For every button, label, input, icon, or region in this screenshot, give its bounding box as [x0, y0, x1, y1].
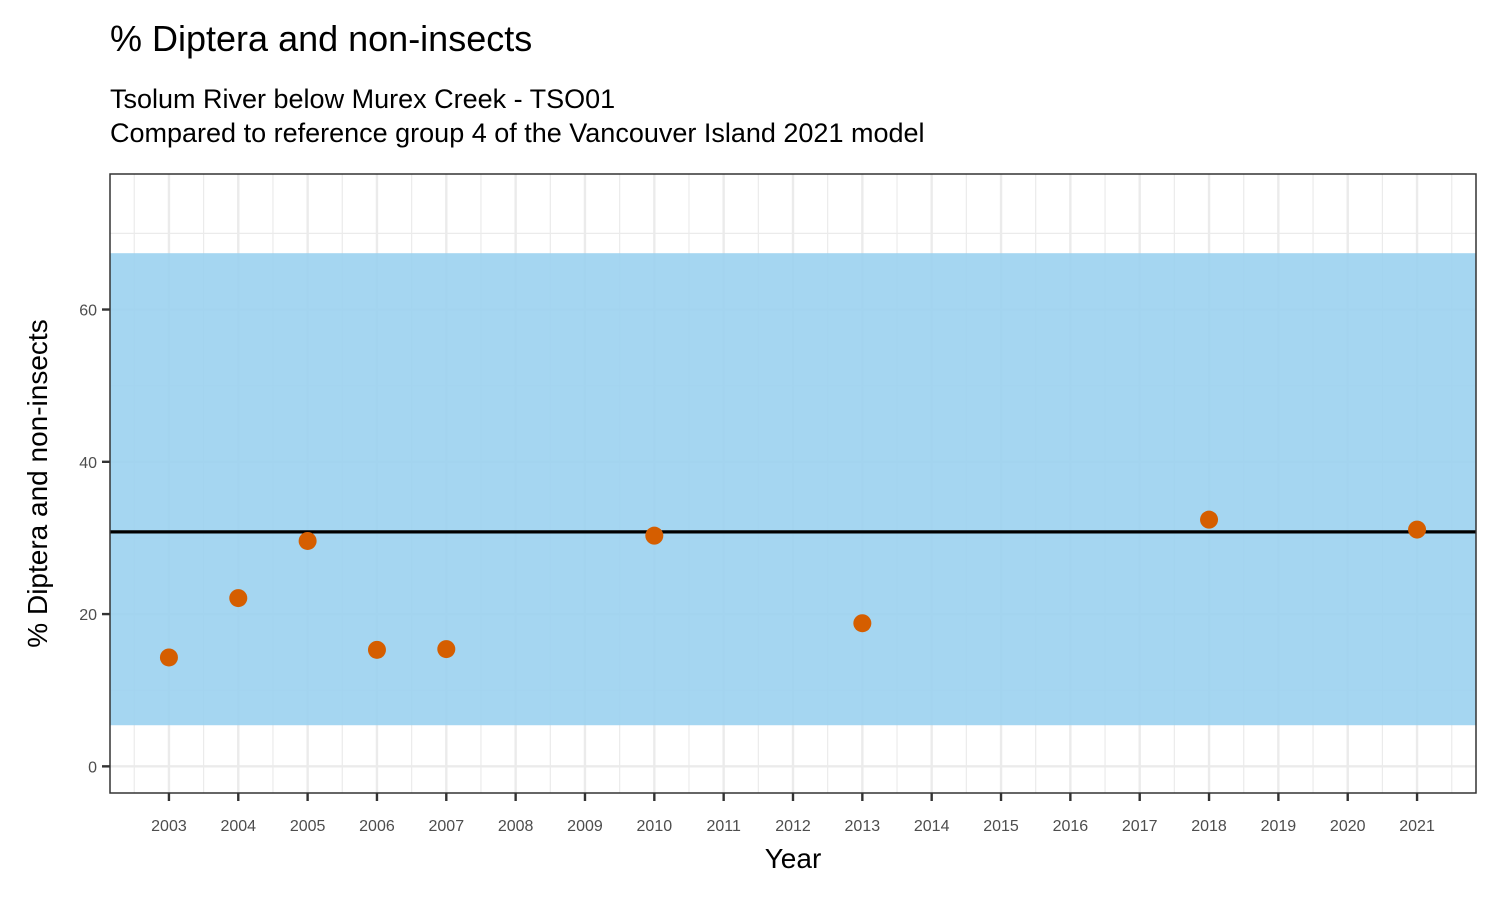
- x-tick-label: 2017: [1122, 818, 1158, 835]
- reference-band-layer: [110, 253, 1476, 726]
- data-point: [1200, 510, 1219, 529]
- x-tick-label: 2020: [1330, 818, 1366, 835]
- x-tick-label: 2006: [359, 818, 395, 835]
- subtitle-line-site: Tsolum River below Murex Creek - TSO01: [110, 84, 616, 114]
- x-tick-label: 2012: [775, 818, 811, 835]
- axes: 0 20 40 60 2003 2004 2005 2006 2007 2008 2009 2010 2…: [79, 303, 1435, 835]
- data-point: [229, 589, 248, 608]
- x-tick-label: 2007: [429, 818, 465, 835]
- data-point: [437, 640, 456, 659]
- reference-band: [110, 253, 1476, 726]
- x-tick-label: 2019: [1261, 818, 1297, 835]
- chart-subtitle: Tsolum River below Murex Creek - TSO01 C…: [110, 82, 925, 150]
- x-tick-label: 2018: [1191, 818, 1227, 835]
- x-tick-label: 2016: [1053, 818, 1089, 835]
- x-tick-label: 2014: [914, 818, 950, 835]
- x-tick-label: 2013: [845, 818, 881, 835]
- x-tick-label: 2004: [220, 818, 256, 835]
- x-tick-label: 2009: [567, 818, 603, 835]
- x-tick-label: 2021: [1399, 818, 1435, 835]
- data-point: [367, 640, 386, 659]
- y-tick-label: 60: [79, 303, 97, 320]
- x-tick-label: 2011: [706, 818, 741, 835]
- x-axis-title: Year: [765, 843, 822, 874]
- x-tick-label: 2008: [498, 818, 534, 835]
- data-point: [853, 614, 872, 633]
- x-tick-label: 2010: [637, 818, 673, 835]
- data-points: [159, 510, 1427, 667]
- x-tick-label: 2003: [151, 818, 187, 835]
- y-tick-label: 40: [79, 455, 97, 472]
- subtitle-line-model: Compared to reference group 4 of the Van…: [110, 118, 925, 148]
- y-axis-title: % Diptera and non-insects: [22, 319, 53, 647]
- y-tick-label: 20: [79, 607, 97, 624]
- y-tick-label: 0: [88, 759, 97, 776]
- x-tick-label: 2005: [290, 818, 326, 835]
- data-point: [159, 648, 178, 667]
- data-point: [645, 526, 664, 545]
- x-tick-label: 2015: [983, 818, 1019, 835]
- data-point: [1408, 520, 1427, 539]
- chart-title: % Diptera and non-insects: [110, 18, 533, 59]
- data-point: [298, 531, 317, 550]
